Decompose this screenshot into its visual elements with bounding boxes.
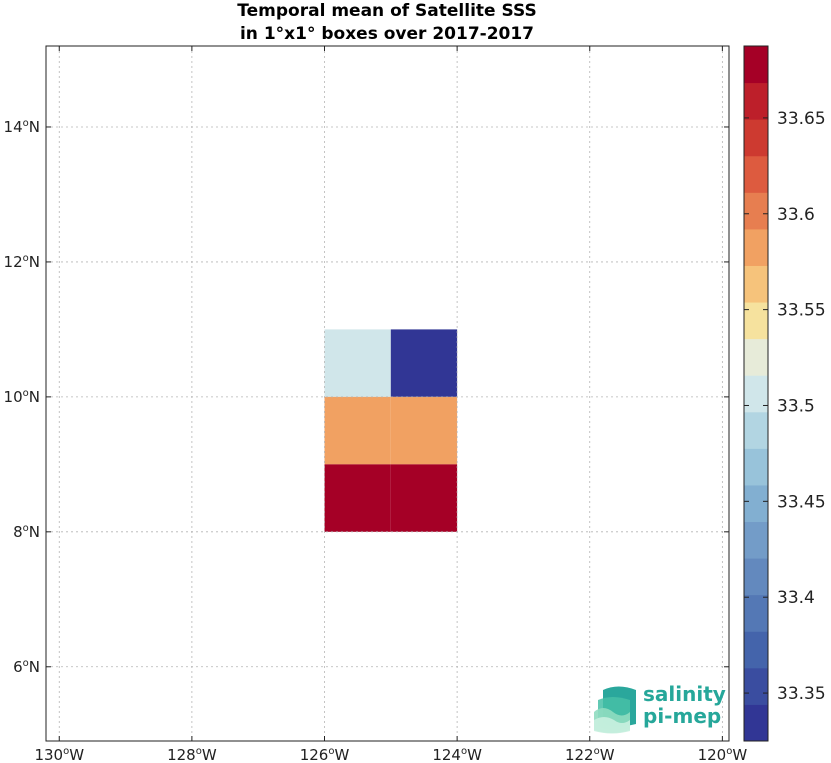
colorbar-segment-16 xyxy=(744,119,768,157)
heatmap-cell-5 xyxy=(390,464,458,532)
logo-text-pi-mep: pi-mep xyxy=(643,704,721,728)
colorbar-segment-17 xyxy=(744,82,768,120)
x-tick-label: 126oW xyxy=(300,746,350,763)
heatmap-cell-2 xyxy=(324,396,391,465)
colorbar-segment-15 xyxy=(744,155,768,193)
colorbar-tick-label: 33.35 xyxy=(777,684,826,704)
colorbar-tick-label: 33.45 xyxy=(777,492,826,512)
salinity-pi-mep-logo: salinity pi-mep xyxy=(594,682,726,734)
heatmap-cell-1 xyxy=(390,329,458,397)
x-tick-label: 122oW xyxy=(565,746,615,763)
colorbar-segment-14 xyxy=(744,192,768,230)
colorbar-tick-label: 33.5 xyxy=(777,396,815,416)
colorbar-segment-13 xyxy=(744,228,768,266)
colorbar-frame xyxy=(743,45,769,742)
colorbar-segment-6 xyxy=(744,484,768,523)
y-tick-label: 14oN xyxy=(4,118,40,136)
colorbar-segment-18 xyxy=(744,46,768,84)
colorbar-tick-label: 33.55 xyxy=(777,301,826,321)
colorbar: 33.35 33.4 33.45 33.5 33.55 33.6 33.65 xyxy=(743,45,826,742)
colorbar-segment-9 xyxy=(744,375,768,413)
y-tick-label: 12oN xyxy=(4,253,40,271)
plot-area: 130oW 128oW 126oW 124oW 122oW 120oW 6oN 8oN 10oN… xyxy=(4,45,748,763)
x-tick-label: 128oW xyxy=(167,746,217,763)
colorbar-segment-4 xyxy=(744,558,768,596)
logo-icon xyxy=(594,686,636,734)
x-tick-label: 124oW xyxy=(432,746,482,763)
plot-frame xyxy=(45,45,730,742)
y-tick-label: 6oN xyxy=(13,658,40,676)
colorbar-tick-label: 33.6 xyxy=(777,205,815,225)
chart-title-line-1: Temporal mean of Satellite SSS xyxy=(237,1,536,21)
logo-text-salinity: salinity xyxy=(643,682,726,706)
colorbar-segment-3 xyxy=(744,594,768,632)
y-tick-label: 8oN xyxy=(13,523,40,541)
colorbar-tick-label: 33.65 xyxy=(777,109,826,129)
colorbar-segment-11 xyxy=(744,302,768,340)
colorbar-tick-label: 33.4 xyxy=(777,588,815,608)
colorbar-segment-5 xyxy=(744,521,768,559)
x-tick-label: 130oW xyxy=(34,746,84,763)
x-tick-label: 120oW xyxy=(698,746,748,763)
colorbar-segment-8 xyxy=(744,411,768,449)
colorbar-segment-1 xyxy=(744,667,768,705)
heatmap-cell-4 xyxy=(324,464,391,532)
heatmap-cell-3 xyxy=(390,396,458,465)
colorbar-segment-12 xyxy=(744,265,768,303)
y-tick-label: 10oN xyxy=(4,388,40,406)
chart-title-line-2: in 1°x1° boxes over 2017-2017 xyxy=(240,24,534,44)
colorbar-segment-10 xyxy=(744,338,768,376)
colorbar-segment-7 xyxy=(744,448,768,486)
colorbar-segment-0 xyxy=(744,704,768,742)
colorbar-segment-2 xyxy=(744,631,768,669)
heatmap-cell-0 xyxy=(324,329,391,397)
